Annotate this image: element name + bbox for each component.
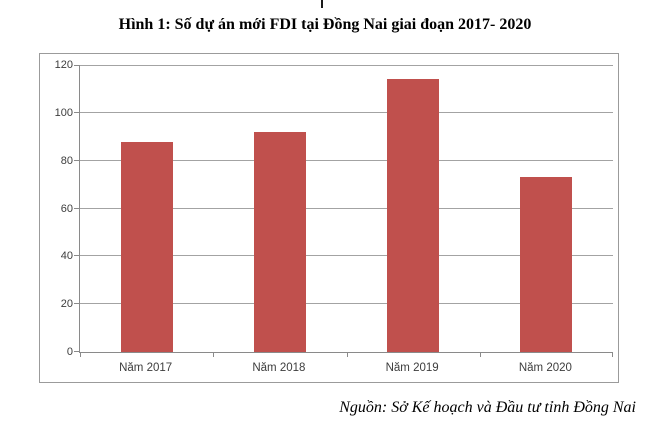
y-tick-label-40: 40 [60, 250, 73, 263]
x-axis-tick [612, 353, 613, 357]
gridline-60 [80, 207, 613, 209]
y-axis-tick-20 [74, 303, 79, 305]
y-tick-label-120: 120 [54, 59, 73, 71]
x-axis-tick [213, 353, 215, 357]
x-axis-tick [479, 353, 481, 357]
y-tick-label-0: 0 [66, 346, 73, 358]
y-tick-label-100: 100 [54, 106, 73, 119]
x-axis-tick [346, 353, 348, 357]
y-axis-tick-100 [74, 111, 79, 113]
y-axis-tick-60 [74, 207, 79, 209]
y-tick-label-80: 80 [60, 154, 73, 167]
y-axis-tick-80 [74, 159, 79, 161]
gridline-120 [80, 65, 613, 66]
x-category-label: Năm 2018 [252, 362, 306, 374]
bar-năm-2018 [253, 131, 306, 352]
y-axis-tick-120 [74, 65, 79, 66]
source-note: Nguồn: Sở Kế hoạch và Đầu tư tỉnh Đồng N… [339, 399, 636, 416]
x-axis-tick [80, 353, 81, 357]
x-category-label: Năm 2019 [385, 362, 439, 374]
bar-năm-2019 [387, 79, 440, 352]
gridline-100 [80, 111, 613, 113]
x-category-label: Năm 2017 [119, 362, 173, 374]
plot-area [74, 65, 613, 357]
chart-frame: 0 20 40 60 80 100 120 Năm 2017 Năm 2018 Năm 2019 N… [39, 53, 619, 383]
bar-năm-2017 [120, 141, 173, 352]
bar-năm-2020 [520, 177, 573, 352]
y-axis-tick-40 [74, 255, 79, 257]
gridline-20 [80, 303, 613, 305]
text-cursor-mark [321, 0, 323, 8]
y-axis-tick-0 [74, 351, 79, 352]
gridline-80 [80, 159, 613, 161]
figure-title: Hình 1: Số dự án mới FDI tại Đồng Nai gi… [118, 16, 532, 33]
gridline-40 [80, 255, 613, 257]
y-tick-label-20: 20 [60, 298, 73, 311]
x-category-label: Năm 2020 [518, 362, 572, 374]
y-tick-label-60: 60 [60, 202, 73, 215]
